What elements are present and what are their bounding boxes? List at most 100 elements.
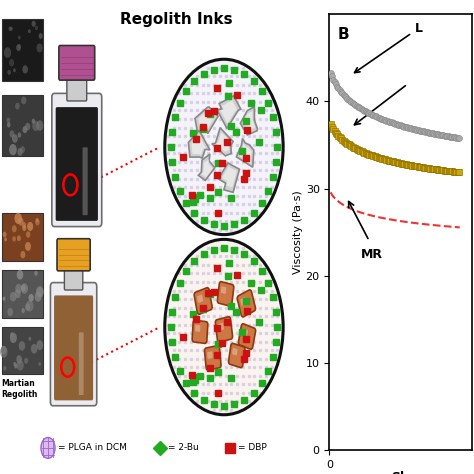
- Point: [346, 97, 354, 105]
- Circle shape: [35, 219, 40, 226]
- Polygon shape: [1, 95, 43, 156]
- Point: [351, 145, 359, 152]
- FancyBboxPatch shape: [52, 93, 102, 227]
- Point: [390, 158, 398, 165]
- Point: [450, 133, 457, 141]
- Text: = PLGA in DCM: = PLGA in DCM: [58, 444, 127, 452]
- Point: [406, 124, 413, 132]
- Point: [353, 145, 360, 153]
- Circle shape: [18, 218, 24, 226]
- Circle shape: [0, 346, 8, 358]
- Point: [365, 150, 372, 158]
- Circle shape: [10, 333, 17, 343]
- Point: [363, 150, 371, 157]
- Point: [328, 123, 336, 130]
- Point: [451, 168, 459, 175]
- Point: [419, 164, 427, 171]
- Point: [338, 90, 346, 97]
- Point: [336, 134, 344, 141]
- FancyBboxPatch shape: [207, 351, 213, 359]
- Point: [401, 123, 408, 130]
- Polygon shape: [217, 96, 241, 128]
- FancyBboxPatch shape: [55, 107, 98, 221]
- Polygon shape: [1, 19, 43, 81]
- Point: [384, 156, 392, 164]
- Y-axis label: Viscosity (Pa·s): Viscosity (Pa·s): [293, 191, 303, 274]
- Circle shape: [25, 303, 30, 311]
- Point: [441, 132, 448, 139]
- Circle shape: [21, 283, 28, 294]
- Point: [411, 126, 419, 133]
- Point: [432, 165, 439, 173]
- Point: [407, 125, 415, 132]
- Circle shape: [10, 27, 13, 31]
- Point: [441, 167, 448, 174]
- Point: [359, 106, 367, 114]
- Point: [350, 144, 358, 151]
- Point: [395, 121, 403, 129]
- Point: [375, 114, 383, 121]
- Point: [453, 134, 460, 141]
- Polygon shape: [216, 132, 230, 152]
- Point: [356, 104, 363, 111]
- Point: [356, 104, 364, 112]
- FancyBboxPatch shape: [59, 46, 95, 80]
- Circle shape: [10, 332, 14, 337]
- Text: Martian
Regolith: Martian Regolith: [1, 379, 38, 399]
- Point: [437, 166, 445, 174]
- Circle shape: [12, 134, 18, 143]
- Point: [394, 159, 402, 166]
- Point: [344, 140, 351, 147]
- Circle shape: [32, 21, 36, 27]
- Point: [406, 161, 413, 169]
- Point: [374, 113, 381, 121]
- Circle shape: [36, 340, 43, 350]
- Circle shape: [15, 284, 22, 293]
- Point: [337, 88, 345, 96]
- Point: [376, 154, 383, 162]
- Point: [401, 160, 408, 168]
- Point: [430, 165, 438, 173]
- Point: [347, 142, 355, 150]
- Point: [445, 133, 452, 140]
- Polygon shape: [1, 270, 43, 318]
- Point: [354, 146, 362, 154]
- Circle shape: [27, 222, 33, 231]
- FancyBboxPatch shape: [218, 323, 224, 331]
- Point: [347, 98, 355, 106]
- Circle shape: [7, 122, 10, 128]
- Circle shape: [4, 47, 11, 58]
- Polygon shape: [239, 143, 252, 163]
- Point: [361, 107, 368, 114]
- Circle shape: [24, 358, 28, 364]
- Point: [371, 153, 378, 160]
- Point: [425, 164, 433, 172]
- Point: [354, 103, 362, 110]
- Point: [368, 152, 376, 159]
- Circle shape: [39, 33, 43, 39]
- Circle shape: [15, 289, 21, 298]
- Circle shape: [16, 355, 22, 364]
- FancyBboxPatch shape: [194, 288, 212, 314]
- Circle shape: [36, 120, 43, 131]
- Point: [366, 109, 374, 117]
- Circle shape: [36, 218, 39, 222]
- Point: [380, 155, 388, 163]
- FancyBboxPatch shape: [242, 328, 248, 337]
- Point: [328, 73, 336, 80]
- Circle shape: [21, 97, 27, 104]
- Point: [327, 69, 334, 76]
- Point: [447, 133, 455, 141]
- Circle shape: [18, 36, 20, 39]
- Point: [333, 82, 341, 90]
- Point: [341, 138, 349, 146]
- Text: = 2-Bu: = 2-Bu: [168, 444, 199, 452]
- Point: [381, 116, 389, 124]
- Point: [428, 129, 436, 137]
- Circle shape: [18, 132, 21, 137]
- Circle shape: [22, 225, 27, 231]
- Point: [421, 164, 429, 172]
- Circle shape: [25, 242, 31, 251]
- Point: [423, 164, 430, 172]
- Circle shape: [13, 362, 16, 366]
